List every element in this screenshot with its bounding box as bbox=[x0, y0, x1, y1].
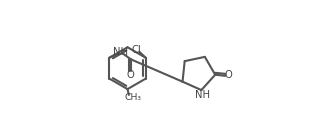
Text: O: O bbox=[127, 70, 135, 80]
Text: NH: NH bbox=[113, 47, 128, 57]
Text: NH: NH bbox=[195, 90, 210, 100]
Text: Cl: Cl bbox=[132, 45, 141, 55]
Text: O: O bbox=[224, 70, 232, 80]
Text: CH₃: CH₃ bbox=[124, 93, 141, 102]
